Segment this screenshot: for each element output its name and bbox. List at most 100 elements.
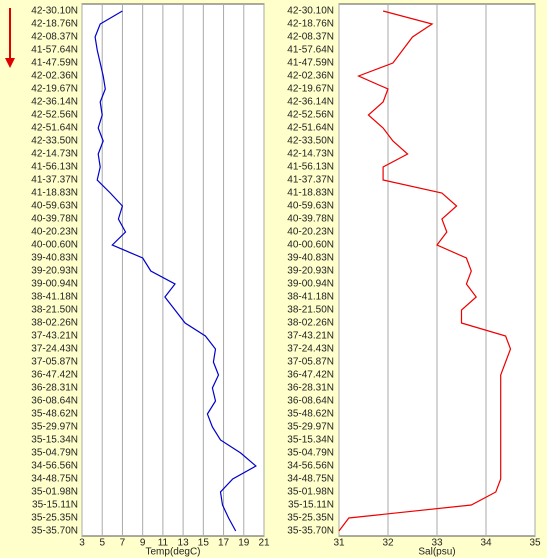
y-tick-label: 36-28.31N: [31, 383, 78, 394]
y-tick-label: 42-19.67N: [287, 84, 334, 95]
y-tick-label: 35-29.97N: [287, 422, 334, 433]
y-tick-label: 38-02.26N: [31, 318, 78, 329]
y-tick-label: 41-47.59N: [31, 58, 78, 69]
y-tick-label: 39-00.94N: [287, 279, 334, 290]
y-tick-label: 42-33.50N: [31, 136, 78, 147]
y-tick-label: 42-33.50N: [287, 136, 334, 147]
y-tick-label: 35-29.97N: [31, 422, 78, 433]
x-tick-label: 19: [238, 538, 250, 549]
y-tick-label: 35-15.34N: [287, 435, 334, 446]
data-line: [94, 10, 257, 532]
y-tick-label: 36-08.64N: [31, 396, 78, 407]
y-tick-label: 35-35.70N: [287, 526, 334, 537]
y-tick-label: 38-41.18N: [31, 292, 78, 303]
y-tick-label: 42-51.64N: [287, 123, 334, 134]
x-tick-label: 34: [480, 538, 492, 549]
y-tick-label: 41-57.64N: [31, 45, 78, 56]
x-tick-label: 17: [218, 538, 230, 549]
y-tick-label: 35-48.62N: [287, 409, 334, 420]
y-tick-label: 42-08.37N: [287, 32, 334, 43]
y-tick-label: 34-56.56N: [287, 461, 334, 472]
y-tick-label: 39-20.93N: [31, 266, 78, 277]
y-tick-label: 42-30.10N: [287, 6, 334, 17]
x-tick-label: 21: [258, 538, 270, 549]
y-tick-label: 42-08.37N: [31, 32, 78, 43]
x-tick-label: 13: [178, 538, 190, 549]
x-tick-label: 15: [198, 538, 210, 549]
y-tick-label: 39-40.83N: [287, 253, 334, 264]
x-tick-label: 33: [431, 538, 443, 549]
y-tick-label: 40-00.60N: [287, 240, 334, 251]
y-tick-label: 35-48.62N: [31, 409, 78, 420]
y-tick-label: 36-47.42N: [31, 370, 78, 381]
y-tick-label: 39-20.93N: [287, 266, 334, 277]
y-tick-label: 38-02.26N: [287, 318, 334, 329]
y-tick-label: 42-18.76N: [287, 19, 334, 30]
y-tick-label: 35-15.11N: [288, 500, 334, 511]
y-tick-label: 42-52.56N: [31, 110, 78, 121]
y-tick-label: 41-56.13N: [287, 162, 334, 173]
y-tick-label: 37-05.87N: [31, 357, 78, 368]
y-tick-label: 35-04.79N: [287, 448, 334, 459]
y-tick-label: 41-37.37N: [31, 175, 78, 186]
y-tick-label: 42-18.76N: [31, 19, 78, 30]
y-tick-label: 40-39.78N: [287, 214, 334, 225]
x-tick-label: 5: [99, 538, 105, 549]
y-tick-label: 35-25.35N: [287, 513, 334, 524]
y-tick-label: 37-24.43N: [31, 344, 78, 355]
y-tick-label: 36-28.31N: [287, 383, 334, 394]
y-tick-label: 36-47.42N: [287, 370, 334, 381]
x-tick-label: 35: [529, 538, 541, 549]
data-line: [338, 10, 512, 532]
y-tick-label: 42-02.36N: [287, 71, 334, 82]
x-tick-label: 32: [382, 538, 394, 549]
y-tick-label: 41-56.13N: [31, 162, 78, 173]
y-tick-label: 37-05.87N: [287, 357, 334, 368]
y-tick-label: 40-39.78N: [31, 214, 78, 225]
y-tick-label: 42-14.73N: [287, 149, 334, 160]
y-tick-label: 42-30.10N: [31, 6, 78, 17]
x-tick-label: 3: [79, 538, 85, 549]
y-tick-label: 41-47.59N: [287, 58, 334, 69]
y-tick-label: 42-14.73N: [31, 149, 78, 160]
y-tick-label: 42-36.14N: [31, 97, 78, 108]
y-tick-label: 37-43.21N: [287, 331, 334, 342]
x-tick-label: 31: [333, 538, 345, 549]
x-axis-title: Temp(degC): [145, 547, 200, 558]
y-tick-label: 41-18.83N: [31, 188, 78, 199]
y-tick-label: 41-37.37N: [287, 175, 334, 186]
y-tick-label: 34-48.75N: [31, 474, 78, 485]
y-tick-label: 38-21.50N: [31, 305, 78, 316]
y-tick-label: 42-02.36N: [31, 71, 78, 82]
y-tick-label: 34-56.56N: [31, 461, 78, 472]
y-tick-label: 36-08.64N: [287, 396, 334, 407]
plot-area: [81, 3, 265, 537]
y-tick-label: 34-48.75N: [287, 474, 334, 485]
x-axis-title: Sal(psu): [418, 547, 455, 558]
y-tick-label: 40-20.23N: [287, 227, 334, 238]
y-tick-label: 39-40.83N: [31, 253, 78, 264]
arrow-head: [5, 58, 15, 68]
y-tick-label: 35-35.70N: [31, 526, 78, 537]
y-tick-label: 38-41.18N: [287, 292, 334, 303]
y-tick-label: 42-52.56N: [287, 110, 334, 121]
y-tick-label: 37-43.21N: [31, 331, 78, 342]
y-tick-label: 35-04.79N: [31, 448, 78, 459]
y-tick-label: 41-18.83N: [287, 188, 334, 199]
y-tick-label: 40-00.60N: [31, 240, 78, 251]
y-tick-label: 35-15.11N: [32, 500, 78, 511]
y-tick-label: 40-59.63N: [287, 201, 334, 212]
y-tick-label: 35-01.98N: [287, 487, 334, 498]
y-tick-label: 37-24.43N: [287, 344, 334, 355]
y-tick-label: 35-01.98N: [31, 487, 78, 498]
y-tick-label: 35-25.35N: [31, 513, 78, 524]
y-tick-label: 41-57.64N: [287, 45, 334, 56]
y-tick-label: 40-59.63N: [31, 201, 78, 212]
y-tick-label: 42-19.67N: [31, 84, 78, 95]
y-tick-label: 39-00.94N: [31, 279, 78, 290]
x-tick-label: 7: [120, 538, 126, 549]
y-tick-label: 42-51.64N: [31, 123, 78, 134]
x-tick-label: 9: [140, 538, 146, 549]
y-tick-label: 35-15.34N: [31, 435, 78, 446]
